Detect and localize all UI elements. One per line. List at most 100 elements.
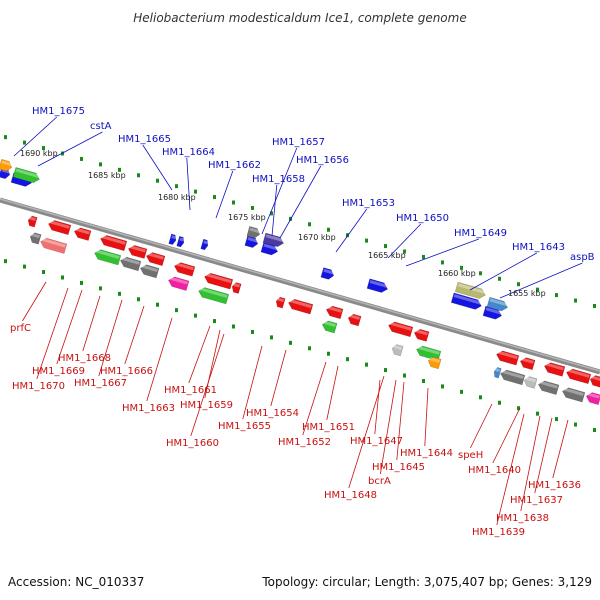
gene-label-reverse[interactable]: HM1_1668 bbox=[58, 353, 111, 364]
gene-feature-forward[interactable] bbox=[200, 238, 210, 251]
gene-feature-reverse[interactable] bbox=[499, 369, 526, 386]
scale-tick bbox=[365, 238, 368, 243]
gene-label-reverse[interactable]: HM1_1645 bbox=[372, 462, 425, 473]
gene-label-forward[interactable]: HM1_1649 bbox=[454, 228, 507, 239]
gene-label-reverse[interactable]: HM1_1639 bbox=[472, 527, 525, 538]
gene-feature-reverse[interactable] bbox=[167, 275, 190, 291]
scale-tick bbox=[479, 395, 482, 400]
gene-feature-reverse[interactable] bbox=[73, 226, 92, 241]
gene-label-forward[interactable]: HM1_1675 bbox=[32, 106, 85, 117]
gene-feature-forward[interactable] bbox=[486, 296, 509, 312]
gene-label-reverse[interactable]: HM1_1651 bbox=[302, 422, 355, 433]
gene-feature-reverse[interactable] bbox=[495, 350, 520, 366]
gene-feature-reverse[interactable] bbox=[287, 298, 314, 315]
gene-feature-reverse[interactable] bbox=[493, 367, 502, 379]
gene-feature-forward[interactable] bbox=[262, 232, 285, 248]
gene-feature-reverse[interactable] bbox=[145, 251, 166, 267]
gene-feature-reverse[interactable] bbox=[119, 256, 142, 272]
leader-line bbox=[279, 165, 322, 239]
gene-label-reverse[interactable]: HM1_1638 bbox=[496, 513, 549, 524]
gene-feature-forward[interactable] bbox=[12, 167, 41, 184]
gene-label-reverse[interactable]: HM1_1660 bbox=[166, 438, 219, 449]
gene-label-reverse[interactable]: HM1_1636 bbox=[528, 480, 581, 491]
gene-label-forward[interactable]: HM1_1665 bbox=[118, 134, 171, 145]
gene-features bbox=[0, 158, 600, 406]
gene-label-reverse[interactable]: HM1_1669 bbox=[32, 366, 85, 377]
gene-feature-forward[interactable] bbox=[244, 235, 259, 249]
leader-line bbox=[405, 238, 479, 267]
gene-label-reverse[interactable]: HM1_1667 bbox=[74, 378, 127, 389]
gene-feature-forward[interactable] bbox=[176, 235, 186, 248]
gene-label-forward[interactable]: HM1_1650 bbox=[396, 213, 449, 224]
kbp-label: 1675 kbp bbox=[228, 213, 266, 222]
gene-feature-reverse[interactable] bbox=[387, 321, 414, 338]
gene-feature-reverse[interactable] bbox=[585, 391, 600, 406]
gene-feature-reverse[interactable] bbox=[197, 286, 230, 305]
gene-feature-reverse[interactable] bbox=[413, 328, 430, 342]
gene-label-reverse[interactable]: HM1_1637 bbox=[510, 495, 563, 506]
leader-line bbox=[380, 379, 397, 475]
gene-label-reverse[interactable]: HM1_1654 bbox=[246, 408, 299, 419]
gene-label-reverse[interactable]: bcrA bbox=[368, 476, 391, 487]
gene-feature-reverse[interactable] bbox=[39, 237, 68, 254]
gene-label-reverse[interactable]: HM1_1661 bbox=[164, 385, 217, 396]
gene-feature-forward[interactable] bbox=[168, 233, 178, 245]
gene-feature-forward[interactable] bbox=[450, 292, 483, 311]
gene-feature-forward[interactable] bbox=[0, 158, 13, 172]
gene-feature-reverse[interactable] bbox=[537, 380, 560, 395]
scale-tick bbox=[175, 308, 178, 313]
gene-label-forward[interactable]: HM1_1664 bbox=[162, 147, 215, 158]
gene-feature-reverse[interactable] bbox=[139, 263, 160, 279]
scale-tick bbox=[460, 265, 463, 270]
scale-tick bbox=[4, 135, 7, 140]
gene-label-forward[interactable]: cstA bbox=[90, 121, 112, 132]
gene-label-reverse[interactable]: HM1_1652 bbox=[278, 437, 331, 448]
gene-feature-reverse[interactable] bbox=[543, 361, 566, 377]
gene-feature-forward[interactable] bbox=[246, 226, 261, 239]
gene-feature-forward[interactable] bbox=[366, 278, 389, 294]
gene-label-reverse[interactable]: HM1_1647 bbox=[350, 436, 403, 447]
gene-feature-reverse[interactable] bbox=[231, 282, 242, 294]
gene-feature-reverse[interactable] bbox=[127, 244, 148, 259]
gene-label-reverse[interactable]: speH bbox=[458, 450, 483, 461]
leader-line bbox=[261, 147, 298, 235]
gene-feature-reverse[interactable] bbox=[391, 344, 404, 357]
gene-feature-forward[interactable] bbox=[320, 267, 335, 281]
gene-feature-reverse[interactable] bbox=[347, 313, 362, 327]
gene-label-reverse[interactable]: HM1_1644 bbox=[400, 448, 453, 459]
gene-feature-reverse[interactable] bbox=[275, 296, 286, 309]
gene-feature-reverse[interactable] bbox=[27, 215, 38, 228]
gene-label-reverse[interactable]: HM1_1670 bbox=[12, 381, 65, 392]
gene-label-forward[interactable]: HM1_1657 bbox=[272, 137, 325, 148]
scale-tick bbox=[441, 384, 444, 389]
gene-feature-reverse[interactable] bbox=[565, 368, 592, 385]
gene-feature-reverse[interactable] bbox=[427, 356, 442, 370]
gene-feature-reverse[interactable] bbox=[321, 320, 338, 334]
gene-label-forward[interactable]: HM1_1643 bbox=[512, 242, 565, 253]
gene-feature-reverse[interactable] bbox=[47, 219, 72, 236]
gene-label-forward[interactable]: aspB bbox=[570, 252, 595, 263]
scale-tick bbox=[574, 422, 577, 427]
gene-feature-reverse[interactable] bbox=[99, 234, 128, 252]
gene-label-forward[interactable]: HM1_1653 bbox=[342, 198, 395, 209]
gene-label-reverse[interactable]: prfC bbox=[10, 323, 31, 334]
gene-feature-reverse[interactable] bbox=[93, 248, 122, 266]
gene-label-reverse[interactable]: HM1_1648 bbox=[324, 490, 377, 501]
gene-label-reverse[interactable]: HM1_1659 bbox=[180, 400, 233, 411]
gene-label-reverse[interactable]: HM1_1663 bbox=[122, 403, 175, 414]
gene-label-reverse[interactable]: HM1_1666 bbox=[100, 366, 153, 377]
gene-feature-reverse[interactable] bbox=[325, 305, 344, 320]
scale-tick bbox=[80, 156, 83, 161]
scale-tick bbox=[99, 286, 102, 291]
gene-feature-reverse[interactable] bbox=[561, 386, 586, 403]
gene-feature-reverse[interactable] bbox=[523, 375, 538, 389]
gene-feature-reverse[interactable] bbox=[519, 356, 536, 371]
gene-label-forward[interactable]: HM1_1658 bbox=[252, 174, 305, 185]
gene-label-reverse[interactable]: HM1_1655 bbox=[218, 421, 271, 432]
gene-label-forward[interactable]: HM1_1656 bbox=[296, 155, 349, 166]
gene-label-reverse[interactable]: HM1_1640 bbox=[468, 465, 521, 476]
gene-feature-reverse[interactable] bbox=[29, 232, 42, 245]
gene-label-forward[interactable]: HM1_1662 bbox=[208, 160, 261, 171]
gene-feature-reverse[interactable] bbox=[203, 272, 234, 290]
gene-feature-reverse[interactable] bbox=[173, 261, 196, 277]
